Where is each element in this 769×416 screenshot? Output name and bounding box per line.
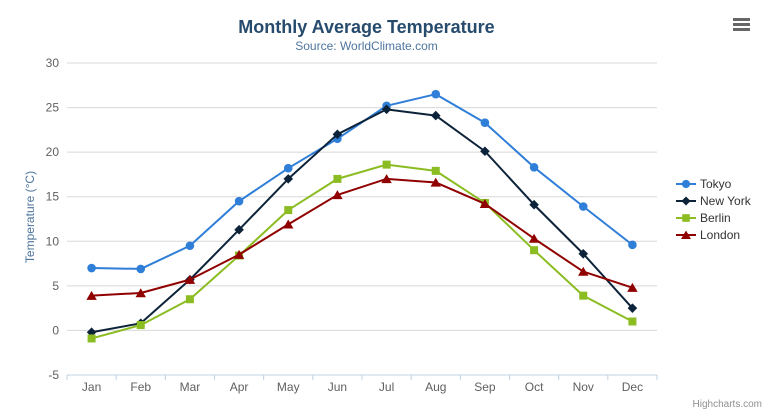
y-axis-tick-label: 10	[46, 234, 60, 248]
legend-label: New York	[700, 194, 751, 208]
hamburger-icon	[733, 17, 751, 31]
data-point[interactable]	[332, 129, 343, 140]
y-axis-title: Temperature (°C)	[23, 170, 37, 264]
chart-title: Monthly Average Temperature	[238, 17, 495, 37]
series-line	[90, 108, 634, 334]
x-axis-tick-label: Jul	[379, 380, 394, 394]
chart-subtitle: Source: WorldClimate.com	[295, 39, 438, 53]
data-point[interactable]	[332, 190, 343, 200]
data-point[interactable]	[431, 166, 440, 175]
x-axis-tick-label: Jun	[328, 380, 347, 394]
data-point[interactable]	[185, 295, 194, 304]
data-point[interactable]	[430, 110, 441, 121]
data-point[interactable]	[283, 163, 293, 173]
x-axis-tick-label: Sep	[474, 380, 496, 394]
data-point[interactable]	[529, 199, 539, 210]
legend: Tokyo New York Berlin London	[675, 176, 751, 244]
data-point[interactable]	[431, 89, 441, 99]
data-point[interactable]	[480, 118, 490, 128]
series-line	[90, 93, 634, 270]
y-axis-tick-label: 5	[52, 279, 59, 293]
legend-item-london[interactable]: London	[675, 227, 751, 243]
data-point[interactable]	[578, 266, 589, 276]
data-point[interactable]	[381, 104, 392, 115]
data-point[interactable]	[283, 219, 294, 229]
data-point[interactable]	[233, 249, 245, 259]
y-axis-tick-label: 25	[46, 101, 60, 115]
data-point[interactable]	[234, 196, 244, 206]
x-axis-tick-label: Dec	[622, 380, 643, 394]
data-point[interactable]	[578, 202, 588, 211]
legend-item-new-york[interactable]: New York	[675, 193, 751, 209]
series-line	[90, 177, 634, 297]
data-point[interactable]	[86, 290, 97, 300]
data-point[interactable]	[529, 162, 539, 172]
data-point[interactable]	[87, 263, 96, 273]
series-berlin	[87, 160, 637, 343]
data-point[interactable]	[579, 291, 588, 300]
x-axis-tick-label: Nov	[573, 380, 594, 394]
data-point[interactable]	[135, 288, 146, 298]
series-tokyo	[87, 89, 637, 274]
series-marker-circle-icon	[676, 179, 696, 189]
highcharts-credits-link[interactable]: Highcharts.com	[692, 399, 762, 410]
x-axis-tick-label: May	[277, 380, 300, 394]
series-marker-diamond-icon	[676, 196, 696, 206]
data-point[interactable]	[283, 174, 294, 184]
x-axis-tick-label: Apr	[230, 380, 249, 394]
y-axis-tick-label: 0	[52, 323, 59, 337]
series-marker-triangle-icon	[676, 230, 696, 239]
data-point[interactable]	[628, 240, 637, 250]
y-axis-tick-label: 30	[46, 56, 60, 70]
data-point[interactable]	[627, 282, 638, 292]
legend-label: London	[700, 228, 741, 242]
series-new-york	[86, 104, 638, 338]
x-axis-tick-label: Feb	[130, 380, 151, 394]
data-point[interactable]	[87, 334, 96, 343]
legend-label: Tokyo	[700, 177, 732, 191]
series-line	[90, 163, 634, 340]
data-point[interactable]	[578, 248, 589, 259]
data-point[interactable]	[333, 174, 342, 183]
data-point[interactable]	[627, 303, 638, 313]
data-point[interactable]	[382, 160, 391, 169]
series-marker-square-icon	[676, 214, 696, 222]
data-point[interactable]	[234, 224, 244, 235]
series-london	[86, 174, 638, 300]
data-point[interactable]	[136, 264, 146, 274]
data-point[interactable]	[430, 177, 441, 187]
y-axis-tick-label: 15	[46, 190, 60, 204]
data-point[interactable]	[184, 274, 196, 284]
x-axis-tick-label: Jan	[82, 380, 101, 394]
export-menu-button[interactable]	[729, 13, 755, 35]
legend-label: Berlin	[700, 211, 731, 225]
legend-item-berlin[interactable]: Berlin	[675, 210, 751, 226]
data-point[interactable]	[479, 199, 491, 209]
y-axis-tick-label: 20	[46, 145, 60, 159]
legend-item-tokyo[interactable]: Tokyo	[675, 176, 751, 192]
data-point[interactable]	[185, 241, 195, 251]
data-point[interactable]	[628, 317, 637, 326]
data-point[interactable]	[530, 246, 539, 255]
data-point[interactable]	[284, 206, 293, 215]
data-point[interactable]	[136, 321, 145, 330]
data-point[interactable]	[381, 174, 392, 184]
y-axis-tick-label: -5	[48, 368, 59, 382]
data-point[interactable]	[528, 233, 540, 243]
x-axis-tick-label: Oct	[525, 380, 544, 394]
data-point[interactable]	[480, 146, 490, 157]
x-axis-tick-label: Aug	[425, 380, 446, 394]
x-axis-tick-label: Mar	[180, 380, 201, 394]
